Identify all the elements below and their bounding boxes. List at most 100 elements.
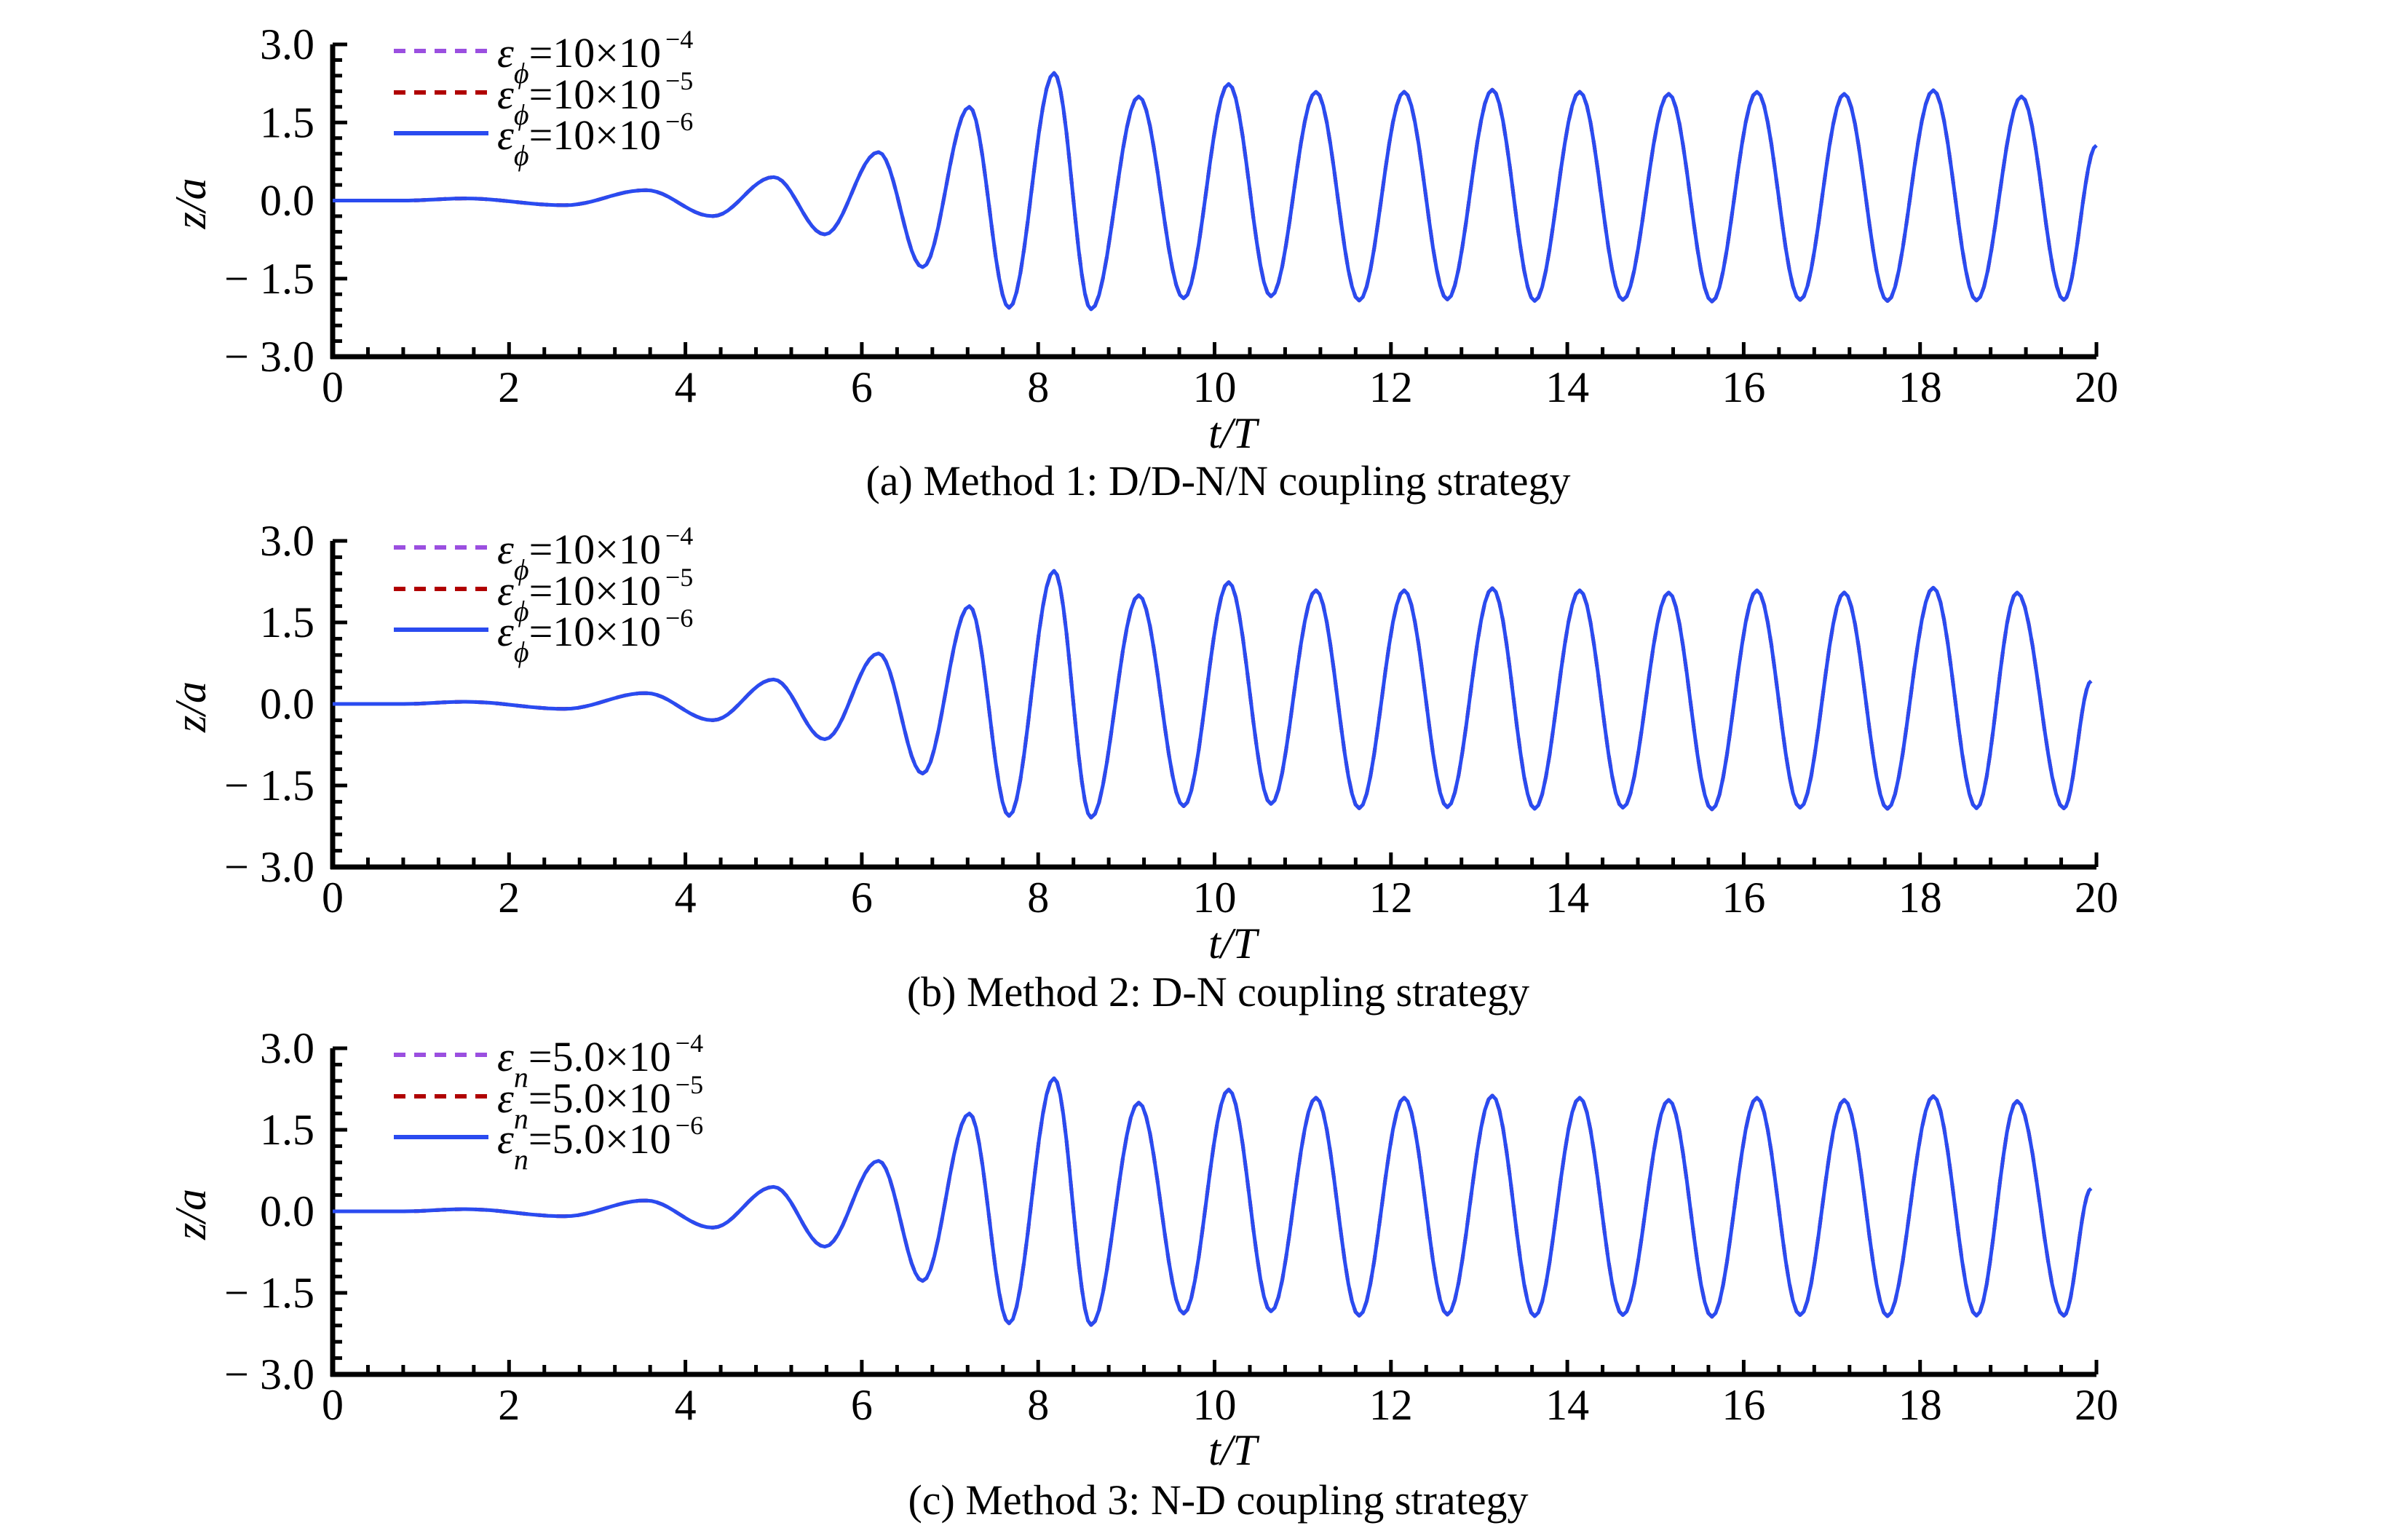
x-tick-label: 12 [1369,874,1413,922]
legend-symbol: ε [497,1033,514,1080]
legend-entry-2: εϕ=10×10 −5 [497,563,693,628]
legend-subscript: ϕ [514,553,529,586]
x-tick-label: 10 [1193,363,1237,411]
x-tick-label: 8 [1027,363,1049,411]
legend-exponent: −6 [665,603,693,633]
legend-exponent: −5 [665,66,693,95]
legend-symbol: ε [497,29,514,76]
panel-caption: (a) Method 1: D/D-N/N coupling strategy [866,457,1570,504]
x-tick-label: 18 [1898,1381,1942,1429]
x-tick-label: 12 [1369,363,1413,411]
panel-a: 0 2 4 6 8 10 12 14 16 18 20 3.0 1.5 0.0 − 1.5 − 3.0 t/T z… [167,20,2118,504]
x-tick-label: 4 [675,874,697,922]
legend-symbol: ε [497,71,514,118]
y-tick-label: 0.0 [260,177,314,225]
legend-mantissa: =10×10 [529,71,661,118]
y-tick-label: − 1.5 [224,1269,314,1317]
y-axis-title: z/a [167,178,215,229]
legend-symbol: ε [497,526,514,573]
legend-mantissa: =10×10 [529,608,661,655]
legend-symbol: ε [497,1115,514,1163]
x-tick-label: 4 [675,363,697,411]
x-tick-label: 2 [498,874,520,922]
legend-subscript: ϕ [514,595,529,628]
series-line-3 [333,569,2093,820]
x-tick-label: 6 [851,363,873,411]
legend-symbol: ε [497,567,514,614]
legend-entry-1: εϕ=10×10 −4 [497,25,693,90]
legend-entry-3: εϕ=10×10 −6 [497,107,693,172]
y-tick-label: − 1.5 [224,761,314,809]
x-tick-label: 16 [1722,1381,1765,1429]
x-tick-label: 14 [1545,874,1589,922]
x-tick-label: 20 [2075,363,2118,411]
y-tick-label: 0.0 [260,680,314,728]
legend-subscript: ϕ [514,139,529,172]
legend-subscript: n [514,1102,528,1135]
legend-entry-2: εϕ=10×10 −5 [497,66,693,131]
x-tick-label: 8 [1027,1381,1049,1429]
y-tick-label: − 3.0 [224,333,314,381]
x-tick-label: 2 [498,363,520,411]
x-tick-label: 20 [2075,1381,2118,1429]
x-axis-title: t/T [1208,409,1259,457]
legend-subscript: ϕ [514,98,529,131]
x-tick-label: 6 [851,874,873,922]
x-tick-label: 12 [1369,1381,1413,1429]
panel-caption: (b) Method 2: D-N coupling strategy [907,968,1529,1016]
x-axis-title: t/T [1208,1426,1259,1474]
y-tick-label: − 3.0 [224,843,314,891]
y-tick-label: 1.5 [260,1106,314,1154]
legend-mantissa: =5.0×10 [528,1115,671,1163]
legend-symbol: ε [497,111,514,159]
y-tick-label: − 3.0 [224,1350,314,1398]
legend-symbol: ε [497,608,514,655]
y-tick-label: 1.5 [260,98,314,146]
legend-subscript: n [514,1061,528,1093]
x-tick-label: 0 [322,363,344,411]
legend-exponent: −6 [676,1111,703,1140]
series-line-3 [333,1076,2093,1327]
legend-mantissa: =5.0×10 [528,1033,671,1080]
y-tick-label: 1.5 [260,598,314,646]
legend-entry-1: εϕ=10×10 −4 [497,521,693,586]
legend-mantissa: =5.0×10 [528,1074,671,1122]
x-tick-label: 10 [1193,1381,1237,1429]
y-tick-label: 3.0 [260,1024,314,1072]
y-axis-title: z/a [167,1189,215,1240]
x-tick-label: 6 [851,1381,873,1429]
x-tick-label: 8 [1027,874,1049,922]
legend-exponent: −4 [665,25,693,54]
legend-entry-3: εn=5.0×10 −6 [497,1111,703,1176]
x-tick-label: 16 [1722,363,1765,411]
legend-symbol: ε [497,1074,514,1122]
legend-entry-3: εϕ=10×10 −6 [497,603,693,668]
x-tick-label: 10 [1193,874,1237,922]
series-line-3 [333,71,2098,312]
x-tick-label: 20 [2075,874,2118,922]
x-tick-label: 0 [322,874,344,922]
x-tick-label: 18 [1898,363,1942,411]
x-tick-label: 4 [675,1381,697,1429]
legend-subscript: ϕ [514,57,529,90]
x-tick-label: 18 [1898,874,1942,922]
legend-exponent: −6 [665,107,693,136]
y-tick-label: − 1.5 [224,255,314,303]
legend-entry-2: εn=5.0×10 −5 [497,1070,703,1135]
x-tick-label: 16 [1722,874,1765,922]
legend-subscript: n [514,1143,528,1176]
legend-exponent: −4 [676,1029,703,1058]
x-tick-label: 14 [1545,1381,1589,1429]
x-tick-label: 2 [498,1381,520,1429]
legend-exponent: −5 [676,1070,703,1099]
legend-exponent: −5 [665,563,693,592]
legend-mantissa: =10×10 [529,567,661,614]
y-axis-title: z/a [167,681,215,733]
y-tick-label: 0.0 [260,1187,314,1235]
legend-subscript: ϕ [514,636,529,668]
x-axis-title: t/T [1208,919,1259,967]
panel-caption: (c) Method 3: N-D coupling strategy [908,1476,1528,1524]
x-tick-label: 0 [322,1381,344,1429]
panel-c: 0 2 4 6 8 10 12 14 16 18 20 3.0 1.5 0.0 − 1.5 − 3.0 t/T z… [167,1024,2118,1524]
